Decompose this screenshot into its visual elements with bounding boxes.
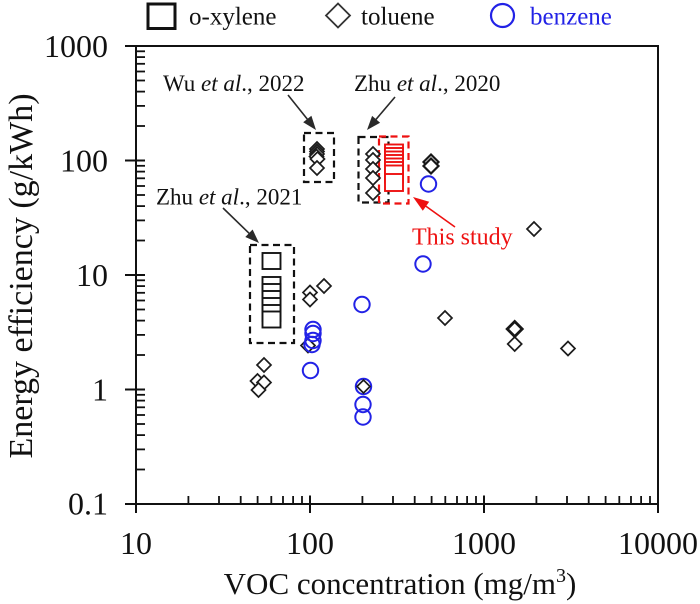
svg-text:1000: 1000: [452, 525, 516, 561]
svg-text:VOC concentration (mg/m3): VOC concentration (mg/m3): [224, 565, 577, 601]
svg-text:100: 100: [60, 143, 108, 179]
svg-text:100: 100: [286, 525, 334, 561]
svg-text:This study: This study: [412, 225, 513, 251]
svg-text:10000: 10000: [618, 525, 698, 561]
svg-text:Zhu et al., 2020: Zhu et al., 2020: [354, 71, 500, 96]
svg-text:1: 1: [92, 372, 108, 408]
svg-text:Zhu et al., 2021: Zhu et al., 2021: [156, 185, 302, 210]
svg-text:Energy efficiency (g/kWh): Energy efficiency (g/kWh): [3, 93, 40, 458]
svg-text:10: 10: [76, 257, 108, 293]
svg-text:Wu et al., 2022: Wu et al., 2022: [163, 71, 305, 96]
svg-text:0.1: 0.1: [68, 486, 108, 522]
svg-text:10: 10: [120, 525, 152, 561]
svg-text:benzene: benzene: [530, 4, 612, 31]
svg-text:o-xylene: o-xylene: [189, 4, 276, 31]
svg-text:1000: 1000: [44, 28, 108, 64]
svg-text:toluene: toluene: [361, 4, 435, 31]
